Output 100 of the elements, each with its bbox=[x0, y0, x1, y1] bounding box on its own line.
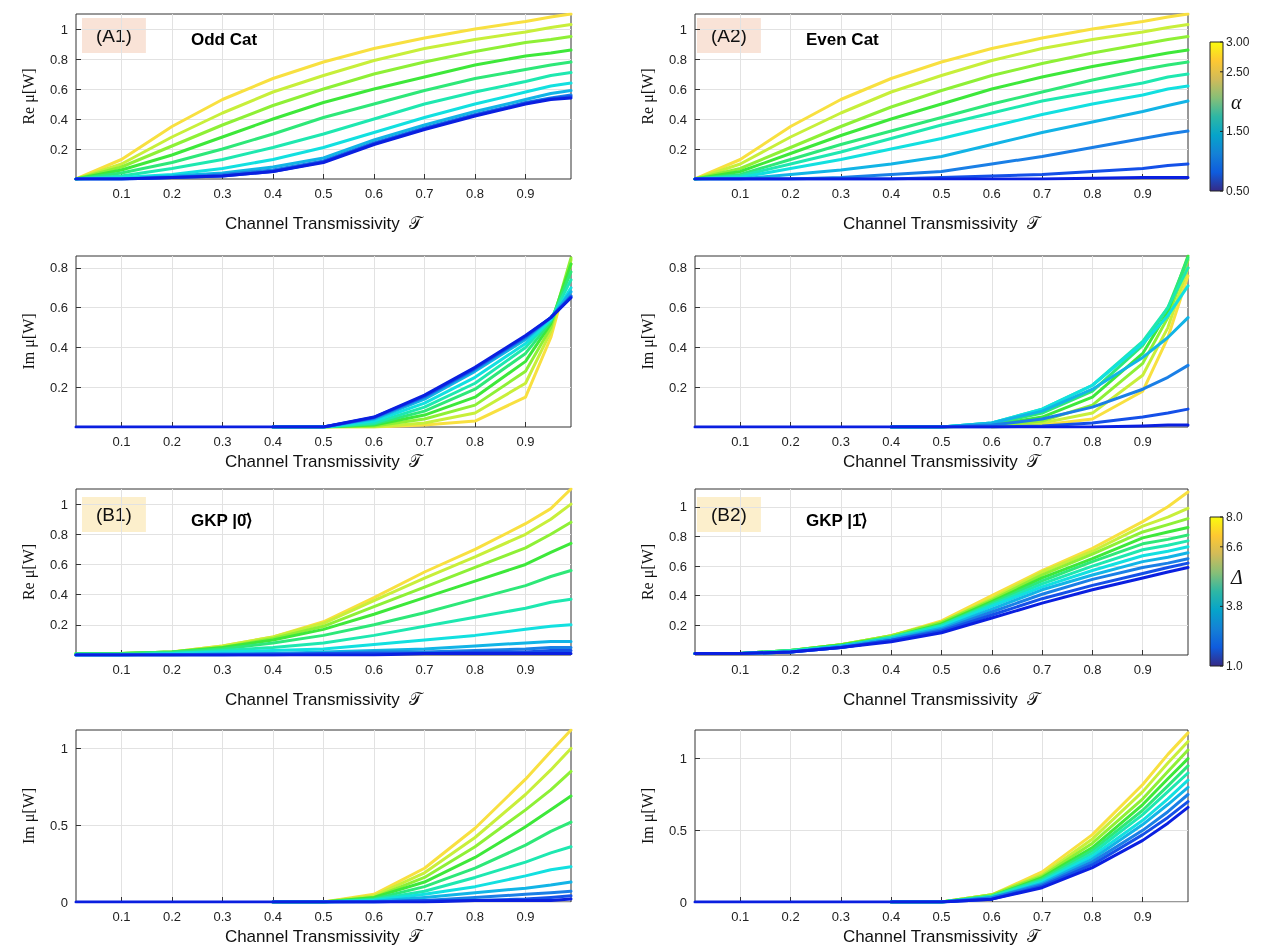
y-axis-title: Im μ[W] bbox=[19, 787, 38, 845]
color-bar-title: α bbox=[1231, 90, 1242, 113]
x-axis-title: Channel Transmissivity 𝒯 bbox=[842, 690, 1043, 709]
x-tick-label: 0.6 bbox=[364, 662, 384, 677]
x-axis-title: Channel Transmissivity 𝒯 bbox=[224, 927, 425, 946]
y-tick-label: 0.2 bbox=[668, 379, 687, 395]
y-tick-label: 1 bbox=[679, 751, 687, 767]
x-tick-label: 0.8 bbox=[465, 662, 485, 677]
x-tick-label: 0.8 bbox=[1083, 186, 1102, 201]
y-axis-title: Re μ[W] bbox=[19, 68, 38, 125]
x-tick-label: 0.2 bbox=[781, 434, 800, 449]
y-tick-label: 0 bbox=[60, 894, 68, 910]
y-tick-label: 0.6 bbox=[668, 558, 687, 574]
x-tick-label: 0.2 bbox=[162, 662, 182, 677]
x-tick-label: 0.3 bbox=[213, 434, 232, 449]
y-tick-label: 0.8 bbox=[668, 528, 687, 544]
x-tick-label: 0.4 bbox=[263, 186, 283, 201]
text: GKP |1̄⟩ bbox=[806, 511, 869, 530]
y-tick-label: 0.4 bbox=[668, 588, 687, 604]
x-tick-label: 0.3 bbox=[831, 186, 850, 201]
y-tick-label: 0.8 bbox=[49, 51, 68, 67]
y-tick-label: 0.8 bbox=[668, 51, 687, 67]
x-tick-label: 0.6 bbox=[364, 186, 384, 201]
y-tick-label: 0.4 bbox=[49, 111, 68, 127]
x-tick-label: 0.8 bbox=[1083, 662, 1102, 677]
x-axis-title: Channel Transmissivity 𝒯 bbox=[224, 690, 425, 709]
y-tick-label: 0.6 bbox=[668, 81, 687, 97]
color-bar-label: 6.6 bbox=[1226, 539, 1244, 554]
x-tick-label: 0.9 bbox=[516, 662, 535, 677]
x-axis-title: Channel Transmissivity 𝒯 bbox=[224, 214, 425, 233]
x-tick-label: 0.4 bbox=[263, 909, 283, 924]
y-tick-label: 0.4 bbox=[49, 587, 68, 603]
x-tick-label: 0.4 bbox=[263, 662, 283, 677]
x-tick-label: 0.5 bbox=[932, 186, 951, 201]
y-tick-label: 0.2 bbox=[49, 617, 68, 633]
x-tick-label: 0.3 bbox=[831, 662, 850, 677]
color-bar-label: 0.50 bbox=[1226, 184, 1250, 198]
x-tick-label: 0.7 bbox=[1033, 662, 1052, 677]
x-tick-label: 0.5 bbox=[314, 186, 333, 201]
x-axis-title: Channel Transmissivity 𝒯 bbox=[842, 927, 1043, 946]
y-axis-title: Im μ[W] bbox=[638, 313, 657, 370]
y-tick-label: 0.2 bbox=[668, 141, 687, 157]
text: Odd Cat bbox=[191, 30, 258, 49]
x-tick-label: 0.9 bbox=[1133, 662, 1152, 677]
color-bar-label: 1.50 bbox=[1226, 124, 1250, 139]
x-tick-label: 0.6 bbox=[364, 909, 384, 924]
y-tick-label: 1 bbox=[60, 496, 68, 512]
x-tick-label: 0.6 bbox=[982, 434, 1001, 449]
x-axis-title: Channel Transmissivity 𝒯 bbox=[842, 452, 1043, 471]
color-bar-label: 3.8 bbox=[1226, 599, 1244, 614]
color-bar-label: 8.0 bbox=[1226, 510, 1244, 524]
x-tick-label: 0.5 bbox=[314, 662, 333, 677]
x-tick-label: 0.1 bbox=[112, 434, 131, 449]
y-tick-label: 0.2 bbox=[49, 141, 68, 157]
x-tick-label: 0.7 bbox=[415, 434, 434, 449]
y-tick-label: 0.6 bbox=[49, 556, 68, 572]
y-tick-label: 0.5 bbox=[668, 822, 687, 838]
x-tick-label: 0.9 bbox=[1133, 434, 1152, 449]
annotation: (B2) bbox=[711, 504, 747, 525]
color-bar-label: 1.0 bbox=[1226, 659, 1244, 673]
y-tick-label: 0.8 bbox=[49, 526, 68, 542]
x-tick-label: 0.9 bbox=[516, 909, 535, 924]
x-tick-label: 0.1 bbox=[731, 662, 750, 677]
x-tick-label: 0.2 bbox=[162, 909, 182, 924]
x-tick-label: 0.6 bbox=[364, 434, 384, 449]
x-tick-label: 0.4 bbox=[263, 434, 283, 449]
x-tick-label: 0.2 bbox=[162, 186, 182, 201]
x-tick-label: 0.5 bbox=[314, 434, 333, 449]
y-tick-label: 0.6 bbox=[49, 81, 68, 97]
x-tick-label: 0.1 bbox=[731, 186, 750, 201]
x-tick-label: 0.6 bbox=[982, 186, 1001, 201]
x-tick-label: 0.7 bbox=[1033, 186, 1052, 201]
x-axis-title: Channel Transmissivity 𝒯 bbox=[224, 452, 425, 471]
y-tick-label: 0.8 bbox=[49, 260, 68, 276]
x-tick-label: 0.5 bbox=[932, 662, 951, 677]
x-tick-label: 0.8 bbox=[465, 186, 485, 201]
x-tick-label: 0.6 bbox=[982, 662, 1001, 677]
y-tick-label: 1 bbox=[60, 740, 68, 756]
y-axis-title: Im μ[W] bbox=[638, 787, 657, 845]
x-tick-label: 0.9 bbox=[516, 186, 535, 201]
x-tick-label: 0.3 bbox=[213, 662, 232, 677]
x-tick-label: 0.2 bbox=[781, 909, 800, 924]
x-tick-label: 0.1 bbox=[731, 909, 750, 924]
x-tick-label: 0.8 bbox=[465, 909, 485, 924]
y-axis-title: Re μ[W] bbox=[19, 543, 38, 601]
x-tick-label: 0.7 bbox=[415, 909, 434, 924]
x-tick-label: 0.8 bbox=[1083, 434, 1102, 449]
x-tick-label: 0.4 bbox=[882, 434, 901, 449]
x-tick-label: 0.7 bbox=[415, 186, 434, 201]
y-axis-title: Re μ[W] bbox=[638, 543, 657, 601]
y-tick-label: 1 bbox=[679, 21, 687, 37]
x-tick-label: 0.6 bbox=[982, 909, 1001, 924]
y-tick-label: 0.6 bbox=[49, 300, 68, 316]
x-tick-label: 0.1 bbox=[112, 909, 131, 924]
x-tick-label: 0.1 bbox=[731, 434, 750, 449]
y-tick-label: 0.2 bbox=[49, 379, 68, 395]
x-tick-label: 0.3 bbox=[213, 186, 232, 201]
x-tick-label: 0.7 bbox=[415, 662, 434, 677]
x-tick-label: 0.9 bbox=[516, 434, 535, 449]
y-tick-label: 1 bbox=[679, 499, 687, 515]
